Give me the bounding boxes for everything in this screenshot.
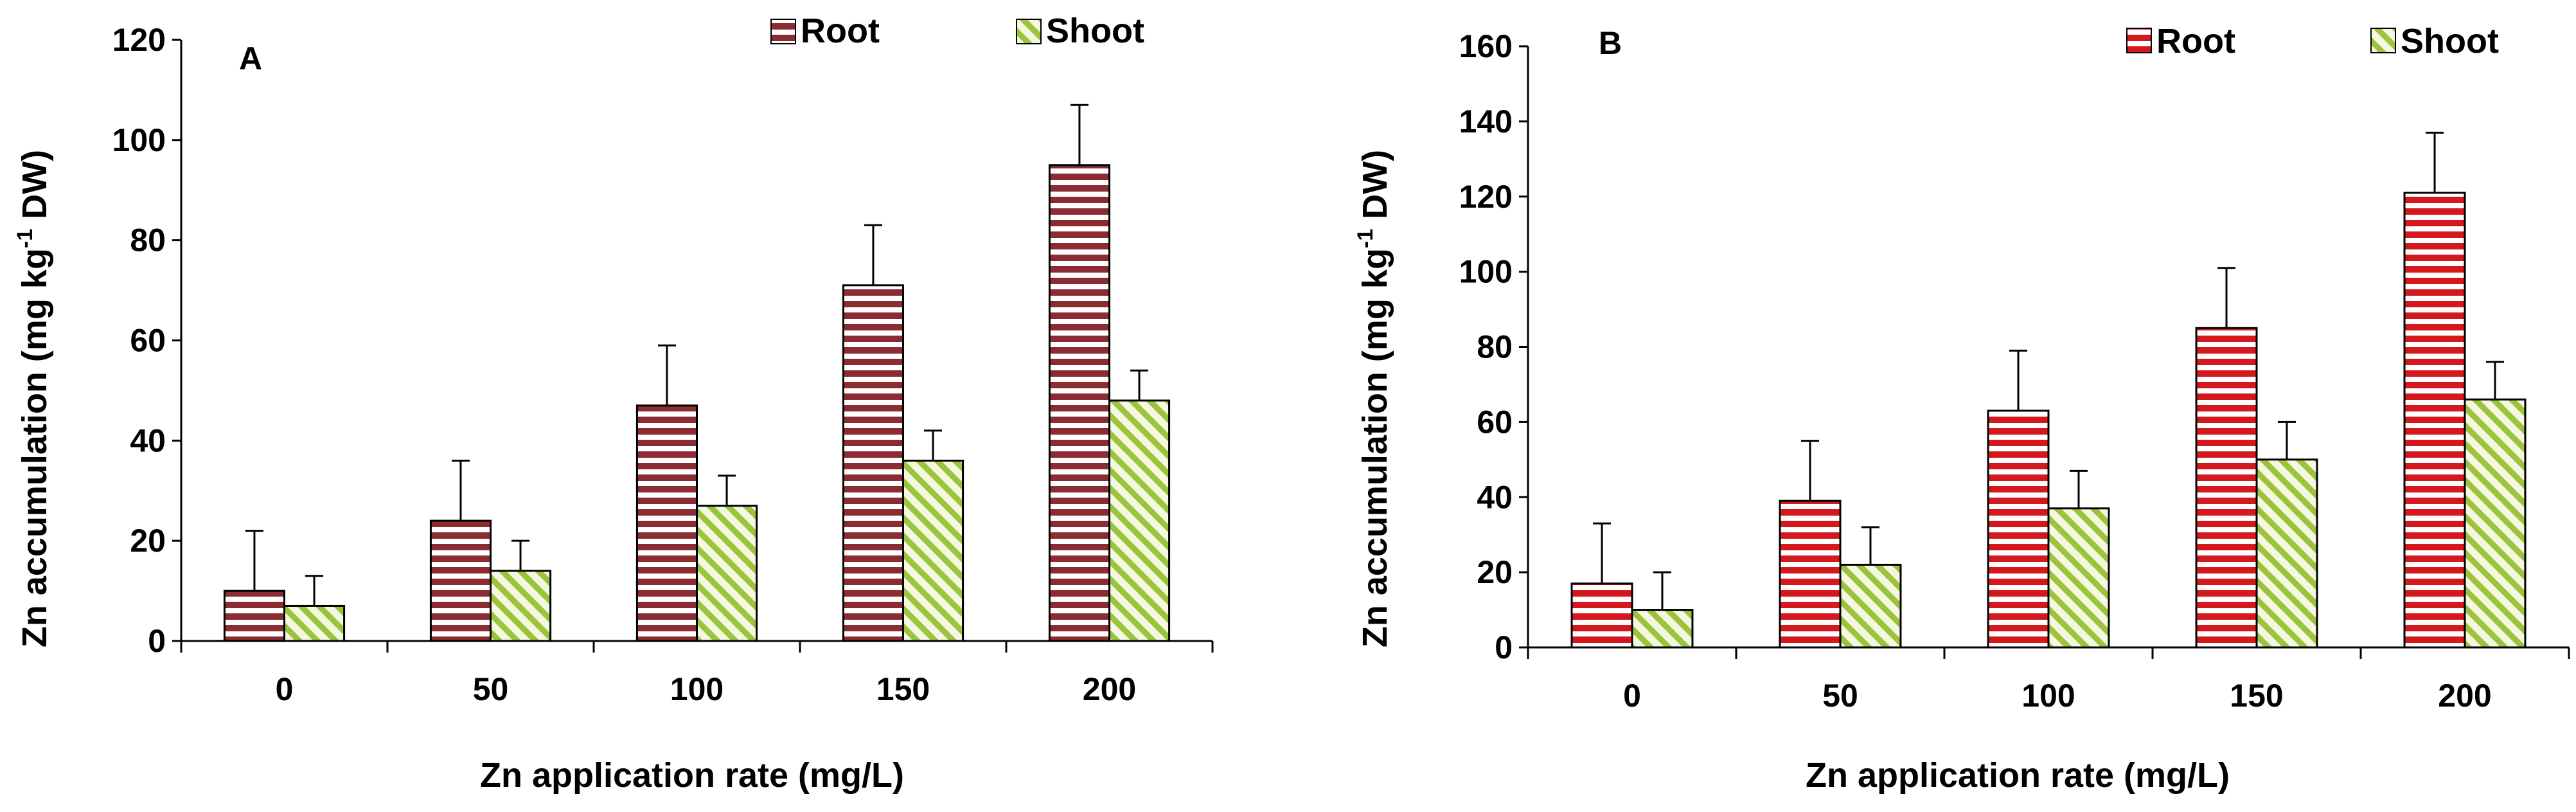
bar-root-200: [1048, 164, 1111, 642]
bar-root-0: [1570, 582, 1633, 649]
bar-root-50: [429, 519, 492, 642]
legend: Root Shoot: [2126, 22, 2499, 60]
bar-shoot-150: [902, 460, 964, 642]
bar-shoot-0: [283, 604, 346, 642]
x-tick-label: 0: [1623, 678, 1641, 714]
bar-shoot-100: [696, 505, 758, 642]
legend-swatch-root: [2126, 28, 2152, 53]
y-tick-label: 160: [1459, 28, 1513, 64]
y-tick-label: 60: [1477, 404, 1513, 440]
bar-shoot-200: [1108, 399, 1171, 642]
bar-root-0: [223, 590, 285, 642]
x-axis-label: Zn application rate (mg/L): [480, 756, 904, 795]
x-tick-label: 100: [670, 671, 724, 707]
bar-root-200: [2403, 192, 2466, 649]
legend-swatch-root: [770, 19, 796, 44]
legend-label-root: Root: [801, 12, 880, 50]
bar-shoot-100: [2047, 507, 2110, 649]
x-tick-label: 150: [2230, 678, 2283, 714]
bar-root-150: [2195, 327, 2258, 649]
x-tick-label: 50: [1822, 678, 1858, 714]
bar-root-100: [1987, 410, 2050, 649]
x-axis-label: Zn application rate (mg/L): [1806, 756, 2230, 795]
y-tick-label: 100: [1459, 254, 1513, 290]
bar-shoot-200: [2464, 398, 2527, 649]
y-tick-label: 120: [1459, 179, 1513, 215]
y-tick-label: 40: [1477, 479, 1513, 515]
y-tick-label: 80: [130, 222, 166, 258]
y-tick-label: 0: [1495, 629, 1513, 665]
bar-shoot-0: [1631, 609, 1694, 649]
bar-root-50: [1779, 500, 1842, 649]
bar-root-100: [635, 404, 698, 642]
chart-panel-b: B Zn application rate (mg/L) Zn accumula…: [1353, 22, 2570, 795]
y-tick-label: 100: [112, 122, 166, 158]
plot-area: 0 20 40 60 80 100 120 140 160 0 50 100 150 200: [1459, 28, 2570, 714]
x-tick-label: 0: [276, 671, 294, 707]
y-axis-label: Zn accumulation (mg kg-1 DW): [1353, 150, 1394, 647]
legend-swatch-shoot: [2370, 28, 2396, 53]
legend: Root Shoot: [770, 12, 1144, 50]
x-tick-label: 150: [876, 671, 930, 707]
legend-label-shoot: Shoot: [2401, 22, 2499, 60]
y-tick-label: 60: [130, 323, 166, 359]
y-tick-label: 40: [130, 422, 166, 458]
x-tick-label: 200: [1083, 671, 1136, 707]
bar-shoot-150: [2255, 458, 2318, 649]
panel-label: B: [1599, 25, 1622, 61]
chart-panel-a: A Zn application rate (mg/L) Zn accumula…: [13, 12, 1214, 795]
y-tick-label: 20: [130, 523, 166, 559]
bar-root-150: [842, 284, 905, 642]
y-tick-label: 0: [148, 623, 166, 659]
legend-label-shoot: Shoot: [1046, 12, 1144, 50]
plot-area: 0 20 40 60 80 100 120 0 50 100 150 200: [112, 22, 1214, 707]
y-tick-label: 120: [112, 22, 166, 58]
bar-shoot-50: [490, 570, 552, 642]
x-tick-label: 50: [473, 671, 509, 707]
y-tick-label: 140: [1459, 104, 1513, 140]
x-tick-label: 100: [2021, 678, 2075, 714]
legend-swatch-shoot: [1016, 19, 1042, 44]
y-tick-label: 80: [1477, 329, 1513, 365]
y-tick-label: 20: [1477, 554, 1513, 590]
panel-label: A: [239, 41, 262, 77]
legend-label-root: Root: [2156, 22, 2235, 60]
y-axis-label: Zn accumulation (mg kg-1 DW): [13, 150, 54, 647]
x-tick-label: 200: [2438, 678, 2491, 714]
bar-shoot-50: [1839, 563, 1902, 649]
